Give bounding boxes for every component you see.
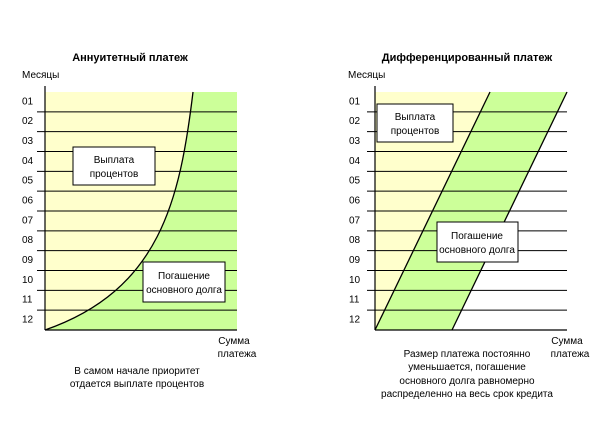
left-principal-box-line2: основного долга xyxy=(146,285,222,296)
right-month-label: 12 xyxy=(349,314,361,325)
left-x-axis-label-line1: Сумма xyxy=(218,336,250,347)
right-principal-box xyxy=(436,221,519,263)
left-month-labels: 01 02 03 04 05 06 07 08 09 10 11 12 xyxy=(22,96,34,325)
right-month-label: 02 xyxy=(349,116,361,127)
left-caption-line1: В самом начале приоритет xyxy=(74,366,200,377)
left-y-axis-label: Месяцы xyxy=(22,70,59,81)
left-interest-box xyxy=(72,146,156,186)
right-caption-line4: распределенно на весь срок кредита xyxy=(381,389,553,400)
right-month-label: 08 xyxy=(349,235,361,246)
left-title: Аннуитетный платеж xyxy=(72,52,188,64)
right-interest-box xyxy=(376,103,454,143)
left-interest-box-line2: процентов xyxy=(90,169,139,180)
right-title: Дифференцированный платеж xyxy=(382,52,553,64)
left-month-label: 11 xyxy=(22,295,33,306)
right-caption-line1: Размер платежа постоянно xyxy=(404,349,531,360)
right-month-label: 05 xyxy=(349,176,361,187)
left-caption-line2: отдается выплате процентов xyxy=(70,379,204,390)
left-interest-box-line1: Выплата xyxy=(94,155,135,166)
left-month-label: 07 xyxy=(22,215,34,226)
right-month-label: 01 xyxy=(349,96,361,107)
right-month-label: 10 xyxy=(349,275,361,286)
right-y-axis-label: Месяцы xyxy=(348,70,385,81)
left-month-label: 10 xyxy=(22,275,34,286)
right-x-axis-label-line2: платежа xyxy=(551,349,590,360)
right-caption-line3: основного долга равномерно xyxy=(399,376,535,387)
right-month-label: 03 xyxy=(349,136,361,147)
left-boundary-curve xyxy=(44,91,194,331)
right-interest-box-line2: процентов xyxy=(391,126,440,137)
right-interest-box-line1: Выплата xyxy=(395,112,436,123)
left-month-label: 09 xyxy=(22,255,34,266)
right-month-label: 06 xyxy=(349,195,361,206)
left-month-label: 04 xyxy=(22,156,34,167)
right-month-label: 07 xyxy=(349,215,361,226)
right-panel: Дифференцированный платеж Месяцы 0102030… xyxy=(348,52,590,400)
right-month-label: 09 xyxy=(349,255,361,266)
left-month-label: 08 xyxy=(22,235,34,246)
left-x-axis-label-line2: платежа xyxy=(218,349,257,360)
right-principal-box-line1: Погашение xyxy=(451,231,503,242)
right-principal-box-line2: основного долга xyxy=(439,245,515,256)
right-month-labels: 01 02 03 04 05 06 07 08 09 10 11 12 xyxy=(349,96,361,325)
left-panel: Аннуитетный платеж Месяцы 01 02 03 04 05 06 07… xyxy=(22,52,257,390)
right-caption-line2: уменьшается, погашение xyxy=(408,362,526,373)
right-month-label: 11 xyxy=(349,295,360,306)
right-month-label: 04 xyxy=(349,156,361,167)
left-month-label: 02 xyxy=(22,116,34,127)
right-x-axis-label-line1: Сумма xyxy=(551,336,583,347)
left-month-label: 06 xyxy=(22,195,34,206)
left-principal-box xyxy=(142,261,226,303)
left-month-label: 05 xyxy=(22,176,34,187)
left-month-label: 03 xyxy=(22,136,34,147)
left-principal-box-line1: Погашение xyxy=(158,271,210,282)
left-month-label: 01 xyxy=(22,96,34,107)
left-month-label: 12 xyxy=(22,314,34,325)
